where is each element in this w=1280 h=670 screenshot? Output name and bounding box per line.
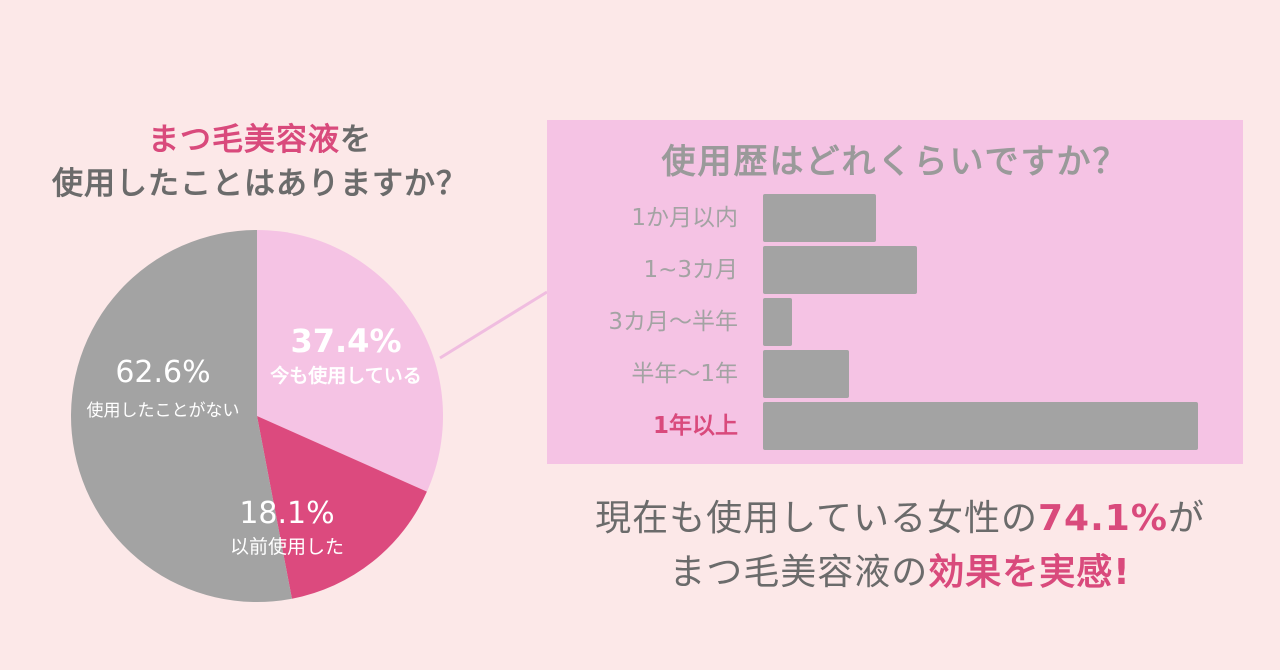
conclusion-percent: 74.1% [1038,498,1168,539]
bar-chart-title: 使用歴はどれくらいですか？ [661,142,1129,182]
conclusion-line1-pre: 現在も使用している女性の [595,498,1038,539]
question-line1-rest: を [340,122,372,158]
pie-percent-label: 37.4% [290,322,401,360]
conclusion-line1-post: が [1167,498,1205,539]
bar-category-label: 1年以上 [652,413,738,439]
bar-category-label: 3カ月～半年 [608,309,738,335]
connector-line [439,290,548,360]
pie-percent-label: 62.6% [115,355,210,390]
question-line2: 使用したことはありますか？ [52,166,468,202]
bar [763,246,917,294]
bar [763,350,850,398]
conclusion-effect: 効果を実感! [928,552,1131,593]
conclusion-line2-pre: まつ毛美容液の [669,552,929,593]
conclusion-text: 現在も使用している女性の74.1%が まつ毛美容液の効果を実感! [520,492,1280,600]
bar [763,402,1198,450]
usage-duration-panel: 使用歴はどれくらいですか？ 1か月以内 1~3カ月 3カ月～半年半年～1年 1年以上 [547,120,1243,464]
bar-category-label: 半年～1年 [631,361,738,387]
pie-category-label: 以前使用した [230,536,344,558]
pie-category-label: 今も使用している [269,364,421,387]
pie-percent-label: 18.1% [239,496,334,531]
pie-category-label: 使用したことがない [87,400,240,421]
question-title: まつ毛美容液を 使用したことはありますか？ [0,118,520,206]
pie-slice [257,230,443,492]
pie-slice [257,416,427,599]
bar [763,194,876,242]
bar [763,298,793,346]
bar-category-label: 1~3カ月 [643,257,738,283]
pie-slice [70,230,292,603]
question-accent: まつ毛美容液 [148,122,340,158]
bar-category-label: 1か月以内 [631,205,738,231]
